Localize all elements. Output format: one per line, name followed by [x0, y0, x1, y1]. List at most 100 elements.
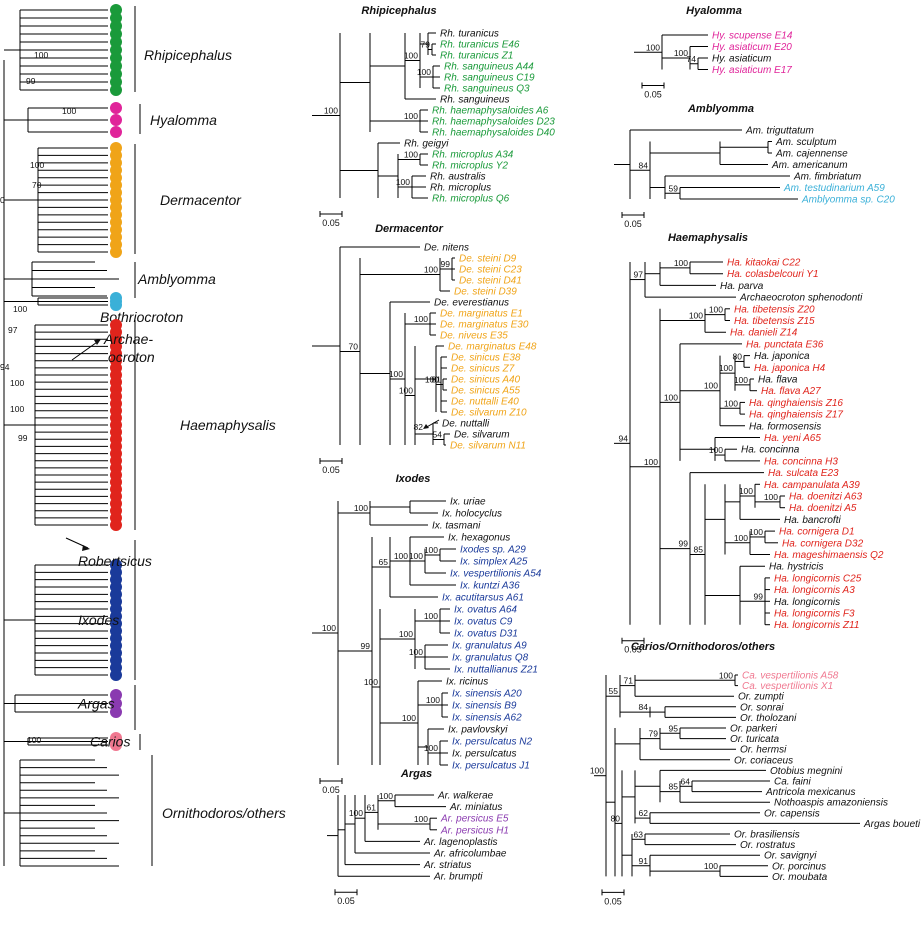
leaf-label: Rh. microplus: [430, 183, 491, 194]
leaf-label: De. niveus E35: [440, 331, 508, 342]
leaf-label: Ha. tibetensis Z15: [734, 316, 815, 327]
bootstrap-value: 100: [10, 404, 24, 414]
clade-label: Ixodes: [78, 612, 119, 628]
clade-label: Bothriocroton: [100, 309, 183, 325]
leaf-label: Am. sculptum: [775, 137, 837, 148]
leaf-label: Rh. geigyi: [404, 139, 449, 150]
leaf-label: Or. sonrai: [740, 702, 784, 713]
leaf-label: Ix. granulatus A9: [452, 641, 527, 652]
leaf-label: Ha. punctata E36: [746, 339, 824, 350]
leaf-label: Ix. kuntzi A36: [460, 581, 520, 592]
leaf-label: Rh. sanguineus A44: [444, 62, 534, 73]
bootstrap-value: 84: [639, 702, 649, 712]
bootstrap-value: 99: [26, 76, 36, 86]
clade-label: Rhipicephalus: [144, 47, 232, 63]
leaf-label: Ix. uriae: [450, 497, 486, 508]
leaf-label: Ar. persicus H1: [440, 825, 509, 836]
overview-clade: Carios: [4, 732, 141, 751]
bootstrap-value: 100: [646, 42, 660, 52]
leaf-label: Ha. longicornis A3: [774, 585, 855, 596]
bootstrap-value: 97: [634, 270, 644, 280]
leaf-label: De. steini D9: [459, 254, 517, 265]
bootstrap-value: 100: [704, 861, 718, 871]
bootstrap-value: 99: [18, 433, 28, 443]
leaf-label: De. silvarum N11: [450, 441, 526, 452]
bootstrap-value: 100: [719, 363, 733, 373]
bootstrap-value: 100: [674, 48, 688, 58]
leaf-label: Hy. asiaticum E17: [712, 65, 792, 76]
bootstrap-value: 100: [364, 677, 378, 687]
bootstrap-value: 100: [709, 445, 723, 455]
leaf-label: Or. porcinus: [772, 861, 826, 872]
scale-label: 0.05: [604, 896, 622, 906]
bootstrap-value: 70: [349, 342, 359, 352]
bootstrap-value: 100: [426, 695, 440, 705]
bootstrap-value: 99: [361, 641, 371, 651]
bootstrap-value: 100: [399, 386, 413, 396]
leaf-label: Or. brasiliensis: [734, 830, 800, 841]
clade-label: Robertsicus: [78, 553, 152, 569]
leaf-label: Am. triguttatum: [745, 126, 814, 137]
bootstrap-value: 100: [404, 150, 418, 160]
leaf-label: Ha. japonica H4: [754, 363, 826, 374]
leaf-label: Ha. flava: [758, 375, 798, 386]
leaf-label: Rh. turanicus Z1: [440, 51, 513, 62]
clade-label: Argas: [77, 696, 115, 712]
bootstrap-value: 82: [414, 422, 424, 432]
leaf-label: Ar. brumpti: [433, 872, 483, 883]
bootstrap-value: 100: [424, 265, 438, 275]
overview-clade: Bothriocroton: [4, 292, 183, 325]
leaf-label: Ix. nuttallianus Z21: [454, 665, 538, 676]
leaf-label: Ar. persicus E5: [440, 814, 509, 825]
leaf-label: De. steini D41: [459, 276, 522, 287]
leaf-label: De. sinicus A40: [451, 375, 521, 386]
taxon-dot: [110, 102, 122, 114]
bootstrap-value: 62: [639, 808, 649, 818]
leaf-label: Argas boueti: [863, 819, 921, 830]
panel-carios: Carios/Ornithodoros/others Ca. vespertili…: [590, 641, 921, 906]
leaf-label: Ar. walkerae: [437, 791, 494, 802]
taxon-dot: [110, 519, 122, 531]
leaf-label: Ix. persulcatus: [452, 749, 516, 760]
bootstrap-value: 100: [322, 623, 336, 633]
leaf-label: Ix. persulcatus J1: [452, 761, 530, 772]
leaf-label: Ar. miniatus: [449, 802, 502, 813]
clade-label: Carios: [90, 734, 130, 750]
leaf-label: Ha. concinna H3: [764, 456, 838, 467]
bootstrap-value: 100: [764, 492, 778, 502]
scale-label: 0.05: [337, 896, 355, 906]
leaf-label: De. nitens: [424, 243, 469, 254]
bootstrap-value: 80: [733, 351, 743, 361]
overview-clade: Argas: [4, 685, 136, 730]
bootstrap-value: 94: [619, 433, 629, 443]
bootstrap-value: 100: [404, 51, 418, 61]
bootstrap-value: 100: [719, 670, 733, 680]
leaf-label: Antricola mexicanus: [765, 787, 855, 798]
bootstrap-value: 71: [624, 676, 634, 686]
leaf-label: Ix. simplex A25: [460, 557, 528, 568]
leaf-label: Ha. hystricis: [769, 562, 823, 573]
leaf-label: Archaeocroton sphenodonti: [739, 293, 863, 304]
bootstrap-value: 64: [681, 776, 691, 786]
leaf-label: Hy. asiaticum: [712, 54, 771, 65]
leaf-label: Nothoaspis amazoniensis: [774, 798, 888, 809]
leaf-label: Ha. flava A27: [761, 386, 821, 397]
overview-clade: Ixodes: [4, 540, 136, 681]
bootstrap-value: 100: [354, 503, 368, 513]
scale-label: 0.05: [624, 219, 642, 229]
bootstrap-value: 59: [669, 183, 679, 193]
leaf-label: Ix. ovatus A64: [454, 605, 517, 616]
leaf-label: Or. tholozani: [740, 713, 797, 724]
leaf-label: Ha. mageshimaensis Q2: [774, 550, 884, 561]
clade-label: Dermacentor: [160, 192, 242, 208]
bootstrap-value: 97: [8, 325, 18, 335]
leaf-label: Ix. vespertilionis A54: [450, 569, 542, 580]
leaf-label: Ix. granulatus Q8: [452, 653, 529, 664]
overview-clade: Amblyomma: [4, 261, 216, 298]
leaf-label: Ha. cornigera D32: [782, 538, 864, 549]
bootstrap-value: 100: [389, 369, 403, 379]
leaf-label: Rh. microplus Y2: [432, 161, 508, 172]
